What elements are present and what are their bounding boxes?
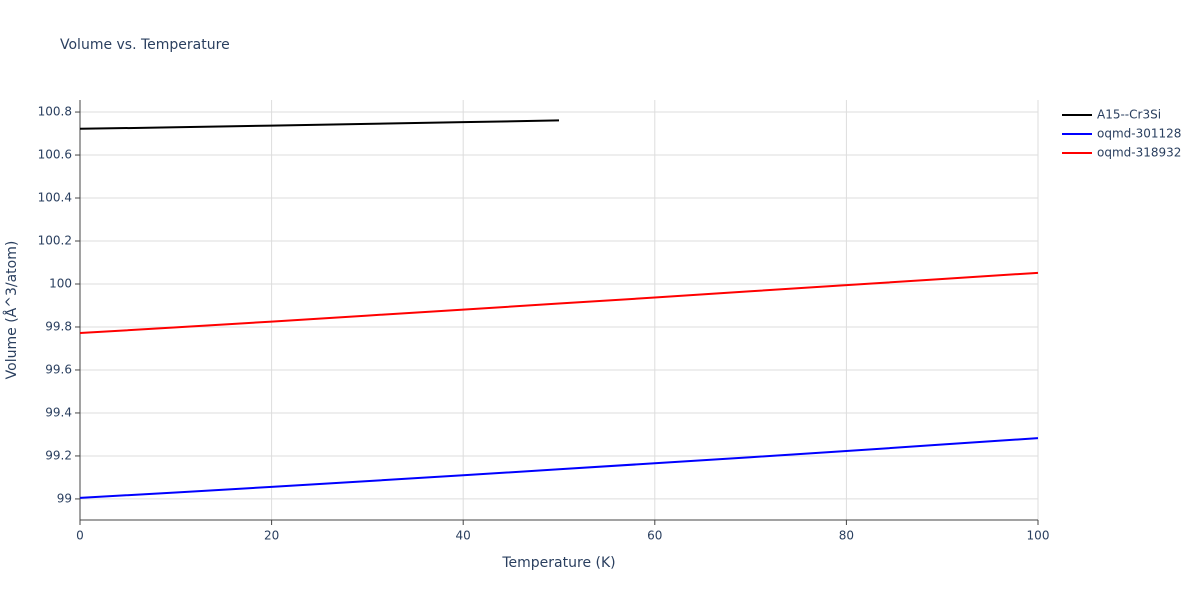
- series-line: [79, 437, 1039, 499]
- chart-title: Volume vs. Temperature: [60, 37, 230, 53]
- x-tick-label: 80: [839, 529, 854, 543]
- series-line: [79, 119, 560, 130]
- legend-label: oqmd-301128: [1097, 127, 1181, 141]
- x-tick-label: 100: [1027, 529, 1050, 543]
- series-line: [79, 271, 1039, 334]
- y-tick-label: 99.6: [45, 362, 72, 376]
- y-tick-label: 99.8: [45, 319, 72, 333]
- y-tick-label: 99.2: [45, 448, 72, 462]
- y-tick-label: 100.2: [38, 234, 72, 248]
- y-tick-label: 100.8: [38, 105, 72, 119]
- y-axis-title: Volume (Å^3/atom): [3, 241, 20, 380]
- legend-label: A15--Cr3Si: [1097, 108, 1161, 122]
- y-tick-label: 100.4: [38, 191, 72, 205]
- y-tick-label: 99: [57, 491, 72, 505]
- y-tick-label: 100.6: [38, 148, 72, 162]
- x-tick-label: 40: [456, 529, 471, 543]
- x-axis-title: Temperature (K): [501, 555, 615, 571]
- x-tick-label: 0: [76, 529, 84, 543]
- x-tick-label: 20: [264, 529, 279, 543]
- x-tick-label: 60: [647, 529, 662, 543]
- y-tick-label: 100: [49, 276, 72, 290]
- y-tick-label: 99.4: [45, 405, 72, 419]
- legend-label: oqmd-318932: [1097, 146, 1181, 160]
